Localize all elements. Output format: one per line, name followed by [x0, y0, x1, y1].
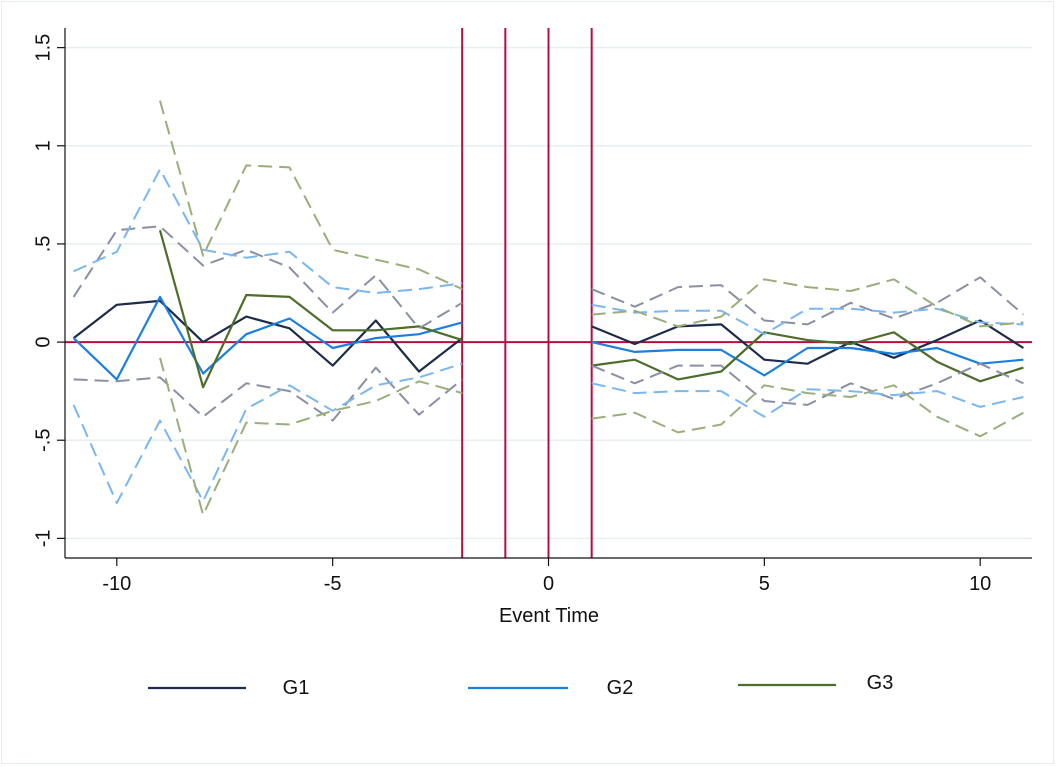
axes: -1 -.5 0 .5 1 1.5 -10 -5 0 5 10 [32, 28, 1032, 595]
x-tick-label: 0 [543, 573, 554, 595]
confidence-band-line [72, 362, 463, 504]
x-tick-label: -5 [324, 573, 342, 595]
series-line-g3 [591, 331, 1024, 383]
y-tick-label: -1 [32, 529, 54, 547]
confidence-band-line [73, 366, 463, 422]
x-tick-label: 5 [759, 573, 770, 595]
series-line-g1 [72, 299, 463, 373]
confidence-band-line [591, 362, 1024, 406]
y-tick-label: 1 [32, 140, 54, 151]
confidence-band-line [591, 382, 1024, 418]
y-tick-label: 1.5 [32, 34, 54, 62]
x-tick-label: 10 [969, 573, 991, 595]
reference-lines [65, 28, 1032, 558]
confidence-band-line [73, 168, 463, 294]
confidence-band-line [591, 276, 1025, 326]
x-axis-title: Event Time [499, 605, 599, 627]
series-lines [72, 100, 1025, 516]
x-tick-label: -10 [102, 573, 131, 595]
confidence-band-line [159, 100, 463, 291]
legend-label-g2: G2 [607, 677, 634, 699]
legend-label-g3: G3 [867, 672, 894, 694]
confidence-band-line [591, 384, 1024, 438]
confidence-band-line [159, 357, 463, 516]
legend: G1 G2 G3 [148, 672, 893, 699]
legend-label-g1: G1 [283, 677, 310, 699]
confidence-band-line [72, 225, 463, 330]
confidence-band-line [591, 278, 1024, 328]
y-tick-label: .5 [32, 236, 54, 253]
y-tick-label: 0 [32, 337, 54, 348]
series-line-g2 [72, 295, 463, 381]
series-line-g3 [158, 229, 463, 389]
confidence-band-line [591, 303, 1024, 336]
series-line-g2 [591, 341, 1024, 377]
y-tick-label: -.5 [32, 429, 54, 452]
series-line-g1 [591, 319, 1024, 365]
